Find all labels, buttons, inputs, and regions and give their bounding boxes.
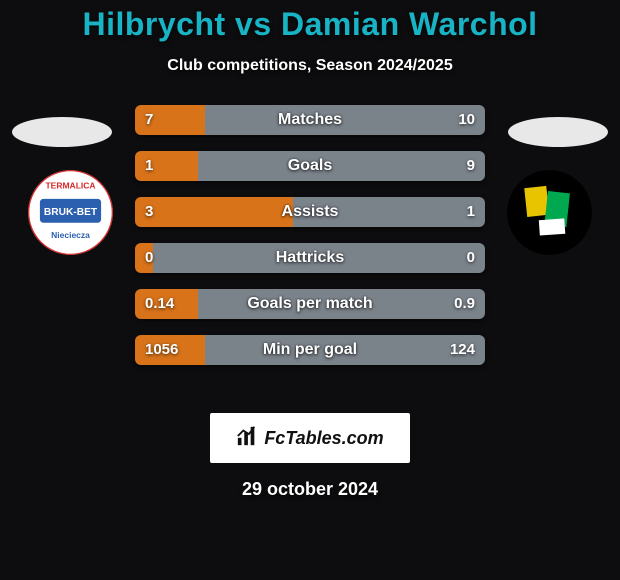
stat-value-right: 124 (440, 335, 485, 365)
page-title: Hilbrycht vs Damian Warchol (0, 6, 620, 43)
stat-value-left: 3 (135, 197, 163, 227)
svg-text:BRUK-BET: BRUK-BET (44, 207, 98, 218)
stat-value-left: 0 (135, 243, 163, 273)
stat-value-right: 9 (457, 151, 485, 181)
stat-value-left: 7 (135, 105, 163, 135)
stat-row: Hattricks0 0 (135, 243, 485, 273)
svg-text:Nieciecza: Nieciecza (51, 230, 90, 240)
stat-row: Assists3 1 (135, 197, 485, 227)
svg-text:TERMALICA: TERMALICA (45, 181, 95, 191)
stat-label: Assists (135, 197, 485, 227)
stat-value-right: 1 (457, 197, 485, 227)
stat-value-left: 1056 (135, 335, 188, 365)
stat-bars: Matches710Goals19Assists31Hattricks00Goa… (135, 105, 485, 381)
stat-value-left: 1 (135, 151, 163, 181)
right-club-badge (507, 170, 592, 255)
stat-label: Goals (135, 151, 485, 181)
right-badge-icon (507, 170, 592, 255)
stat-row: Goals1 9 (135, 151, 485, 181)
left-club-badge: TERMALICA BRUK-BET Nieciecza (28, 170, 113, 255)
footer-brand-text: FcTables.com (264, 428, 383, 449)
termalica-badge-icon: TERMALICA BRUK-BET Nieciecza (28, 170, 113, 255)
fctables-logo-icon (236, 425, 258, 452)
stat-row: Goals per match0.14 0.9 (135, 289, 485, 319)
right-ellipse (508, 117, 608, 147)
left-ellipse (12, 117, 112, 147)
subtitle: Club competitions, Season 2024/2025 (0, 57, 620, 75)
stat-row: Matches7 10 (135, 105, 485, 135)
stat-row: Min per goal1056124 (135, 335, 485, 365)
stat-value-left: 0.14 (135, 289, 184, 319)
date-label: 29 october 2024 (0, 479, 620, 500)
stat-value-right: 10 (448, 105, 485, 135)
stat-value-right: 0.9 (444, 289, 485, 319)
stat-label: Goals per match (135, 289, 485, 319)
stat-label: Hattricks (135, 243, 485, 273)
footer-brand: FcTables.com (210, 413, 410, 463)
comparison-content: TERMALICA BRUK-BET Nieciecza Matches710G… (0, 105, 620, 405)
stat-value-right: 0 (457, 243, 485, 273)
stat-label: Matches (135, 105, 485, 135)
